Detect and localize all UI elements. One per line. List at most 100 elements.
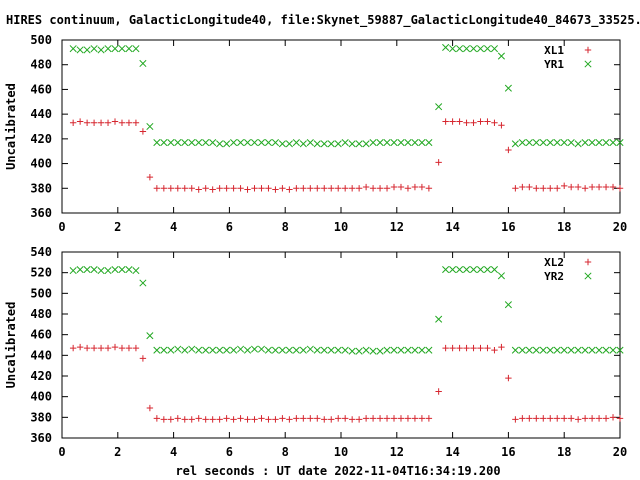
legend-marker xyxy=(584,46,592,54)
y-tick-label: 460 xyxy=(30,328,52,342)
data-point xyxy=(595,139,603,147)
data-point xyxy=(146,332,154,340)
data-point xyxy=(539,139,547,147)
data-point xyxy=(476,45,485,53)
data-point xyxy=(376,415,384,422)
data-point xyxy=(313,346,321,354)
data-point xyxy=(125,344,133,352)
y-tick-label: 400 xyxy=(30,390,52,404)
data-point xyxy=(181,416,188,423)
data-point xyxy=(435,315,443,323)
data-point xyxy=(411,415,419,422)
legend-marker xyxy=(584,272,592,280)
series-xl2 xyxy=(69,343,624,423)
data-point xyxy=(341,415,349,422)
data-point xyxy=(490,45,499,53)
data-point xyxy=(609,139,617,147)
data-point xyxy=(595,346,603,354)
data-point xyxy=(369,185,377,192)
data-point xyxy=(118,119,126,126)
data-point xyxy=(174,415,181,422)
data-point xyxy=(425,139,433,147)
data-point xyxy=(104,119,112,126)
y-tick-label: 480 xyxy=(30,307,52,321)
data-point xyxy=(383,185,391,192)
data-point xyxy=(602,346,610,354)
data-point xyxy=(264,139,273,147)
data-point xyxy=(491,346,498,354)
data-point xyxy=(362,415,370,422)
data-point xyxy=(581,185,589,192)
data-point xyxy=(202,185,209,192)
data-point xyxy=(581,346,589,354)
data-point xyxy=(292,346,300,354)
data-point xyxy=(90,45,98,53)
data-point xyxy=(251,185,258,192)
data-point xyxy=(195,186,202,193)
data-point xyxy=(209,139,217,147)
data-point xyxy=(202,139,210,147)
data-point xyxy=(390,346,398,354)
data-point xyxy=(299,346,307,354)
data-point xyxy=(90,119,98,126)
data-point xyxy=(525,139,533,147)
data-point xyxy=(484,118,491,125)
data-point xyxy=(355,185,363,192)
data-point xyxy=(160,416,168,423)
data-point xyxy=(397,139,405,147)
data-point xyxy=(328,185,335,192)
data-point xyxy=(244,416,251,423)
data-point xyxy=(463,344,470,352)
data-point xyxy=(418,346,426,354)
data-point xyxy=(404,346,412,354)
data-point xyxy=(83,119,91,126)
data-point xyxy=(595,415,603,422)
data-point xyxy=(243,346,252,354)
data-point xyxy=(418,415,426,422)
data-point xyxy=(97,119,105,126)
data-point xyxy=(341,346,349,354)
data-point xyxy=(146,173,154,181)
data-point xyxy=(320,346,328,354)
data-point xyxy=(533,415,540,422)
data-point xyxy=(462,266,471,274)
y-tick-label: 360 xyxy=(30,206,52,220)
data-point xyxy=(383,139,391,147)
data-point xyxy=(271,346,279,354)
data-point xyxy=(463,119,470,126)
data-point xyxy=(111,343,119,351)
data-point xyxy=(321,185,328,192)
data-point xyxy=(574,416,582,423)
data-point xyxy=(362,183,370,191)
x-tick-label: 12 xyxy=(390,220,404,234)
data-point xyxy=(383,415,391,422)
data-point xyxy=(567,139,575,147)
data-point xyxy=(418,183,426,191)
data-point xyxy=(497,272,505,280)
data-point xyxy=(139,59,147,68)
data-point xyxy=(83,266,91,274)
x-tick-label: 2 xyxy=(114,445,121,459)
y-tick-label: 420 xyxy=(30,132,52,146)
data-point xyxy=(435,103,443,111)
legend-label: XL1 xyxy=(544,44,564,57)
data-point xyxy=(348,185,356,192)
data-point xyxy=(125,119,133,126)
data-point xyxy=(588,183,596,191)
data-point xyxy=(518,139,526,147)
data-point xyxy=(111,45,119,53)
data-point xyxy=(397,415,405,422)
x-tick-label: 14 xyxy=(445,220,459,234)
data-point xyxy=(602,183,610,191)
data-point xyxy=(139,128,147,135)
data-point xyxy=(525,346,533,354)
data-point xyxy=(456,45,464,53)
data-point xyxy=(314,185,321,192)
data-point xyxy=(532,139,540,147)
x-tick-label: 18 xyxy=(557,220,571,234)
data-point xyxy=(469,266,478,274)
data-point xyxy=(300,415,307,422)
data-point xyxy=(83,344,91,352)
data-point xyxy=(167,185,175,192)
data-point xyxy=(511,346,519,354)
